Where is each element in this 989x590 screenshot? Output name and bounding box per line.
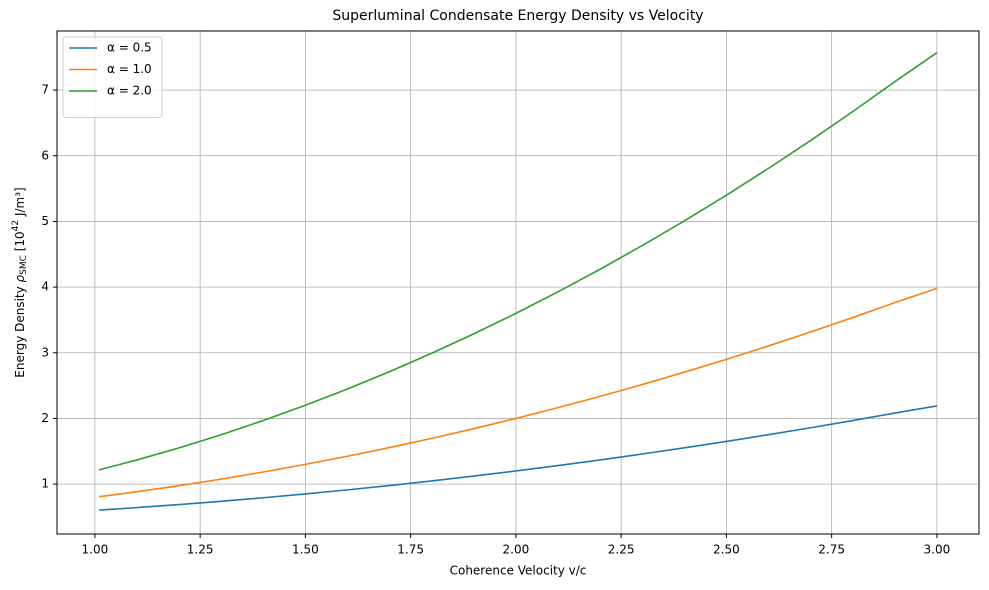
y-axis-label-part: J/m³] (13, 187, 27, 220)
y-tick-label: 3 (41, 345, 49, 359)
x-tick-label: 1.25 (187, 543, 214, 557)
x-tick-label: 2.00 (503, 543, 530, 557)
x-tick-label: 2.25 (608, 543, 635, 557)
y-axis-label-part: [10 (13, 231, 27, 255)
y-tick-label: 2 (41, 411, 49, 425)
legend-box (62, 36, 163, 118)
x-tick-label: 2.75 (818, 543, 845, 557)
chart-title: Superluminal Condensate Energy Density v… (332, 8, 703, 24)
y-axis-label-part: 42 (11, 220, 21, 231)
legend-label: α = 2.0 (107, 84, 152, 98)
x-tick-label: 1.75 (397, 543, 424, 557)
y-axis-label-part: Energy Density (13, 282, 27, 377)
line-series (99, 405, 938, 511)
axes-frame (56, 30, 980, 535)
legend-label: α = 0.5 (107, 41, 152, 55)
x-tick-label: 3.00 (924, 543, 951, 557)
x-tick-label: 1.00 (82, 543, 109, 557)
x-tick-label: 1.50 (292, 543, 319, 557)
y-tick-label: 5 (41, 214, 49, 228)
y-tick-label: 6 (41, 148, 49, 162)
x-axis-label: Coherence Velocity v/c (450, 564, 587, 578)
y-tick-label: 7 (41, 83, 49, 97)
legend-label: α = 1.0 (107, 62, 152, 76)
y-axis-label-part: SMC (19, 255, 29, 275)
line-series (98, 52, 938, 471)
x-tick-label: 2.50 (713, 543, 740, 557)
y-tick-label: 1 (41, 477, 49, 491)
y-tick-label: 4 (41, 280, 49, 294)
y-axis-label-part: ρ (13, 274, 27, 282)
line-series (98, 287, 938, 498)
y-axis-label: Energy Density ρSMC [1042 J/m³] (11, 187, 29, 377)
